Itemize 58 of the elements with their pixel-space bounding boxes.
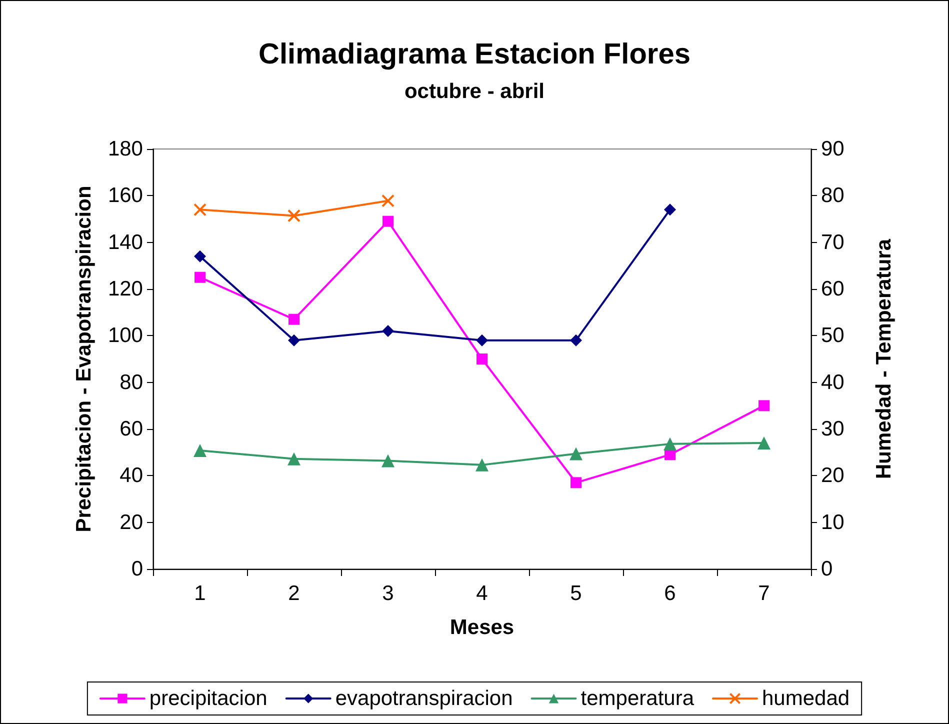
point bbox=[288, 314, 300, 325]
legend-label: precipitacion bbox=[149, 687, 268, 710]
y-tick-label: 140 bbox=[108, 230, 143, 254]
point bbox=[758, 400, 770, 412]
point bbox=[758, 436, 770, 450]
point bbox=[194, 272, 206, 283]
point bbox=[476, 354, 488, 364]
y-tick-label: 100 bbox=[108, 324, 143, 348]
point bbox=[382, 325, 394, 337]
point bbox=[570, 477, 582, 488]
point bbox=[382, 454, 394, 468]
y-tick-label: 80 bbox=[120, 370, 143, 394]
x-tick-label: 4 bbox=[476, 582, 488, 605]
y-tick-label: 120 bbox=[108, 278, 143, 300]
point bbox=[382, 194, 394, 208]
point bbox=[664, 204, 676, 216]
y-tick-label: 160 bbox=[108, 184, 143, 208]
legend-label: humedad bbox=[762, 687, 850, 710]
y-tick-label: 40 bbox=[120, 464, 143, 488]
y2-tick-label: 80 bbox=[821, 184, 844, 208]
chart-title: Climadiagrama Estacion Flores bbox=[258, 38, 690, 70]
point bbox=[288, 452, 300, 466]
y2-tick-label: 40 bbox=[821, 370, 844, 394]
x-tick-label: 2 bbox=[288, 582, 300, 605]
x-tick-label: 1 bbox=[194, 582, 206, 605]
point bbox=[664, 437, 676, 450]
y-tick-label: 60 bbox=[120, 418, 143, 440]
y2-tick-label: 70 bbox=[821, 230, 844, 254]
y2-tick-label: 60 bbox=[821, 278, 844, 300]
point bbox=[288, 334, 300, 346]
y2-axis-title: Humedad - Temperatura bbox=[872, 238, 896, 479]
x-tick-label: 6 bbox=[664, 582, 676, 605]
y-tick-label: 20 bbox=[120, 510, 143, 534]
point bbox=[570, 334, 582, 346]
x-axis-title: Meses bbox=[450, 616, 514, 639]
legend-label: evapotranspiracion bbox=[335, 687, 513, 710]
point bbox=[194, 444, 206, 457]
x-tick-label: 5 bbox=[570, 582, 582, 605]
point bbox=[476, 334, 488, 346]
legend-label: temperatura bbox=[580, 687, 694, 710]
y2-tick-label: 50 bbox=[821, 324, 844, 348]
point bbox=[570, 447, 582, 460]
point bbox=[476, 458, 488, 472]
y-tick-label: 0 bbox=[131, 558, 143, 580]
y2-tick-label: 0 bbox=[821, 558, 833, 580]
y-axis-title: Precipitacion - Evapotranspiracion bbox=[72, 186, 96, 532]
point bbox=[194, 250, 206, 262]
y2-tick-label: 30 bbox=[821, 418, 844, 440]
y2-tick-label: 10 bbox=[821, 510, 844, 534]
point bbox=[288, 209, 300, 222]
x-tick-label: 3 bbox=[382, 582, 394, 605]
y2-tick-label: 90 bbox=[821, 138, 844, 160]
y2-tick-label: 20 bbox=[821, 464, 844, 488]
chart-subtitle: octubre - abril bbox=[404, 80, 545, 103]
point bbox=[194, 203, 206, 216]
point bbox=[382, 216, 394, 227]
x-tick-label: 7 bbox=[758, 582, 770, 605]
y-tick-label: 180 bbox=[108, 138, 143, 160]
